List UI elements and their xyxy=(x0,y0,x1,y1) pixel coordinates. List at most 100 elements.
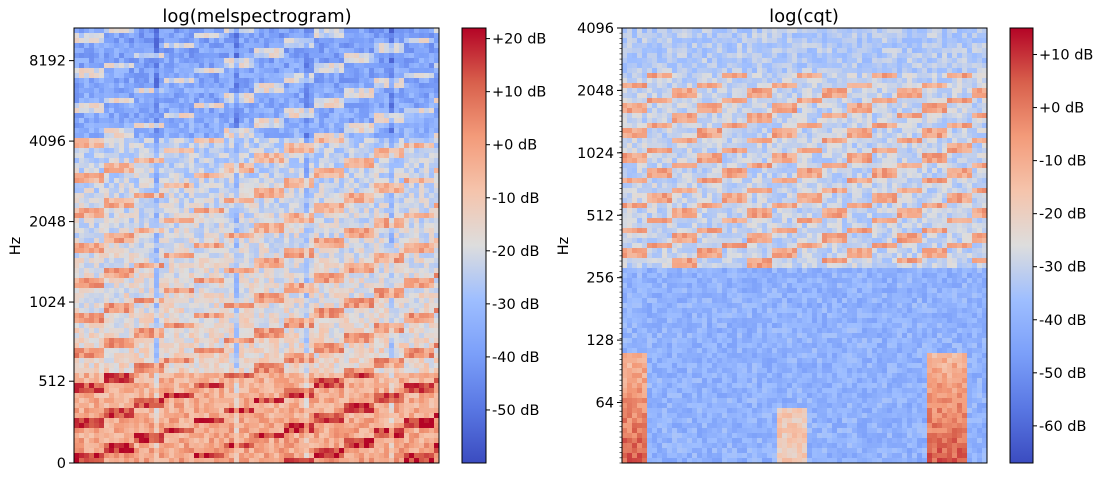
mel-cell xyxy=(419,228,425,234)
mel-cell xyxy=(194,168,200,174)
mel-cell xyxy=(74,218,80,224)
mel-cell xyxy=(249,333,255,339)
mel-cell xyxy=(334,158,340,164)
mel-cell xyxy=(339,253,345,259)
mel-cell xyxy=(399,318,405,324)
mel-cell xyxy=(309,33,315,39)
mel-cell xyxy=(84,33,90,39)
mel-cell xyxy=(364,168,370,174)
mel-cell xyxy=(199,113,205,119)
mel-cell xyxy=(414,133,420,139)
mel-cell xyxy=(294,318,300,324)
mel-cell xyxy=(204,173,210,179)
mel-cell xyxy=(124,38,130,44)
mel-cell xyxy=(169,148,175,154)
mel-cell xyxy=(379,318,385,324)
mel-cell xyxy=(254,298,260,304)
mel-cell xyxy=(139,343,145,349)
mel-cell xyxy=(354,218,360,224)
mel-cell xyxy=(299,243,305,249)
mel-cell xyxy=(354,353,360,359)
mel-cell xyxy=(434,63,440,69)
mel-cell xyxy=(379,263,385,269)
mel-cell xyxy=(194,143,200,149)
mel-cell xyxy=(414,28,420,34)
mel-cell xyxy=(414,248,420,254)
mel-cell xyxy=(349,338,355,344)
mel-cell xyxy=(349,158,355,164)
mel-cell xyxy=(384,348,390,354)
mel-cell xyxy=(109,138,115,144)
mel-cell xyxy=(399,113,405,119)
mel-cell xyxy=(384,93,390,99)
mel-cell xyxy=(79,253,85,259)
mel-cell xyxy=(134,88,140,94)
mel-cell xyxy=(404,263,410,269)
mel-cell xyxy=(389,198,395,204)
mel-cell xyxy=(369,73,375,79)
mel-cell xyxy=(94,73,100,79)
mel-cell xyxy=(369,58,375,64)
mel-cell xyxy=(374,183,380,189)
mel-cell xyxy=(259,358,265,364)
mel-cell xyxy=(339,68,345,74)
mel-cell xyxy=(279,53,285,59)
mel-cell xyxy=(99,188,105,194)
mel-cell xyxy=(189,248,195,254)
mel-cell xyxy=(304,63,310,69)
mel-cell xyxy=(409,178,415,184)
mel-cell xyxy=(339,78,345,84)
mel-cell xyxy=(234,273,240,279)
mel-cell xyxy=(149,183,155,189)
mel-cell xyxy=(74,353,80,359)
mel-cell xyxy=(394,33,400,39)
mel-cell xyxy=(334,318,340,324)
mel-cell xyxy=(374,233,380,239)
mel-cell xyxy=(139,58,145,64)
mel-cell xyxy=(249,363,255,369)
mel-cell xyxy=(109,238,115,244)
mel-cell xyxy=(279,278,285,284)
mel-cell xyxy=(389,233,395,239)
mel-cell xyxy=(259,318,265,324)
mel-cell xyxy=(309,128,315,134)
mel-cell xyxy=(394,218,400,224)
mel-cell xyxy=(239,333,245,339)
mel-cell xyxy=(154,33,160,39)
mel-cell xyxy=(124,343,130,349)
mel-cell xyxy=(424,38,430,44)
mel-cell xyxy=(389,298,395,304)
mel-cell xyxy=(424,78,430,84)
mel-cell xyxy=(434,188,440,194)
mel-cell xyxy=(154,338,160,344)
mel-cell xyxy=(384,318,390,324)
mel-cell xyxy=(144,223,150,229)
mel-cell xyxy=(314,168,320,174)
mel-cell xyxy=(74,128,80,134)
mel-cell xyxy=(254,313,260,319)
mel-cell xyxy=(424,278,430,284)
mel-cell xyxy=(274,128,280,134)
mel-cell xyxy=(399,223,405,229)
mel-cell xyxy=(94,243,100,249)
mel-cell xyxy=(249,238,255,244)
mel-cell xyxy=(209,188,215,194)
mel-cell xyxy=(164,248,170,254)
mel-cell xyxy=(329,313,335,319)
mel-cell xyxy=(104,113,110,119)
mel-cell xyxy=(279,233,285,239)
mel-cell xyxy=(334,58,340,64)
mel-cell xyxy=(239,318,245,324)
mel-cell xyxy=(339,33,345,39)
mel-cell xyxy=(414,88,420,94)
mel-cell xyxy=(264,348,270,354)
mel-cell xyxy=(84,108,90,114)
mel-cell xyxy=(134,158,140,164)
mel-cell xyxy=(74,238,80,244)
mel-cell xyxy=(384,133,390,139)
mel-cell xyxy=(99,123,105,129)
mel-cell xyxy=(249,193,255,199)
mel-cell xyxy=(314,88,320,94)
mel-cell xyxy=(74,143,80,149)
mel-cell xyxy=(319,168,325,174)
